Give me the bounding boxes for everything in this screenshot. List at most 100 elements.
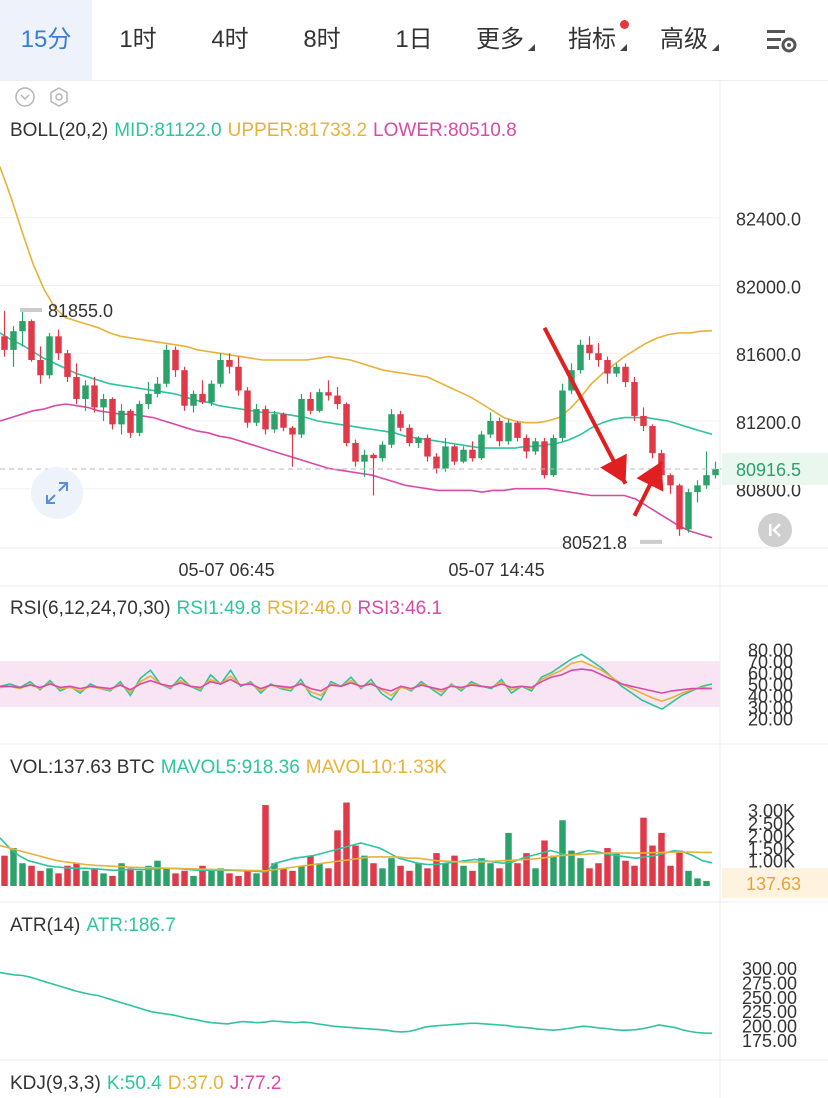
tab-15m[interactable]: 15分 xyxy=(0,0,92,80)
notification-badge-icon xyxy=(620,20,629,29)
candle-body-79 xyxy=(712,468,719,476)
kdj-k: K:50.4 xyxy=(106,1073,162,1094)
candle-body-6 xyxy=(55,336,62,354)
volume-bar-22 xyxy=(199,865,206,886)
tab-advanced[interactable]: 高级 xyxy=(660,26,708,53)
candle-body-25 xyxy=(226,360,233,367)
volume-bar-71 xyxy=(640,817,647,886)
vol-tick-label-3: 1.50K xyxy=(748,839,795,859)
mavol10-value: MAVOL10:1.33K xyxy=(305,757,447,778)
volume-bar-25 xyxy=(226,873,233,886)
boll-legend: BOLL(20,2) MID:81122.0 UPPER:81733.2 LOWER:… xyxy=(10,120,523,142)
atr-tick-label-0: 300.00 xyxy=(742,959,797,979)
candle-body-12 xyxy=(109,398,116,425)
volume-bar-27 xyxy=(244,870,251,886)
vol-tick-label-4: 1.00K xyxy=(748,852,795,872)
boll-mid: MID:81122.0 xyxy=(114,120,222,141)
volume-bar-78 xyxy=(703,880,710,886)
candle-body-21 xyxy=(190,393,197,406)
volume-bar-13 xyxy=(118,863,125,886)
volume-bar-74 xyxy=(667,865,674,886)
candle-body-78 xyxy=(703,475,710,486)
candle-body-35 xyxy=(316,392,323,411)
vol-legend: VOL:137.63 BTC MAVOL5:918.36 MAVOL10:1.33K xyxy=(10,757,453,779)
volume-bar-63 xyxy=(568,850,575,886)
candle-body-24 xyxy=(217,360,224,384)
candle-body-43 xyxy=(388,414,395,445)
boll-upper: UPPER:81733.2 xyxy=(227,120,368,141)
volume-bar-33 xyxy=(298,865,305,886)
candle-body-67 xyxy=(604,360,611,374)
volume-bar-5 xyxy=(46,868,53,886)
volume-bar-70 xyxy=(631,865,638,886)
vol-tick-label-0: 3.00K xyxy=(748,801,795,821)
atr-line xyxy=(0,971,713,1035)
tab-4h[interactable]: 4时 xyxy=(211,26,249,53)
rsi-tick-label-3: 50.00 xyxy=(748,675,793,695)
volume-bar-3 xyxy=(28,865,35,886)
chevron-circle-icon[interactable] xyxy=(14,86,36,108)
rsi-band-area xyxy=(0,661,720,707)
volume-bar-12 xyxy=(109,875,116,886)
rsi1-line xyxy=(0,653,713,711)
tab-indicators[interactable]: 指标 xyxy=(568,26,616,53)
expand-button[interactable] xyxy=(31,467,83,519)
candle-body-45 xyxy=(406,427,413,443)
kdj-name: KDJ(9,3,3) xyxy=(10,1073,101,1094)
candle-body-53 xyxy=(478,434,485,459)
current-price-tag-bg xyxy=(722,452,828,485)
volume-bar-39 xyxy=(352,845,359,886)
candle-body-39 xyxy=(352,442,359,462)
volume-bar-76 xyxy=(685,870,692,886)
kdj-d: D:37.0 xyxy=(167,1073,224,1094)
candle-body-75 xyxy=(676,485,683,530)
kdj-legend: KDJ(9,3,3) K:50.4 D:37.0 J:77.2 xyxy=(10,1073,288,1095)
volume-bar-66 xyxy=(595,863,602,886)
volume-bar-23 xyxy=(208,870,215,886)
tab-more[interactable]: 更多 xyxy=(476,26,524,53)
atr-value: ATR:186.7 xyxy=(86,915,176,936)
price-tick-label-1: 82000.0 xyxy=(736,277,801,297)
volume-bar-26 xyxy=(235,875,242,886)
volume-bar-8 xyxy=(73,863,80,886)
scroll-to-latest-button[interactable] xyxy=(758,513,792,547)
candle-body-1 xyxy=(10,331,17,350)
candle-body-59 xyxy=(532,441,539,452)
volume-bar-32 xyxy=(289,870,296,886)
volume-bar-38 xyxy=(343,802,350,886)
dropdown-advanced-icon xyxy=(712,44,719,51)
candle-body-42 xyxy=(379,444,386,459)
volume-bar-53 xyxy=(478,858,485,886)
rsi-tick-label-4: 40.00 xyxy=(748,686,793,706)
volume-bar-40 xyxy=(361,855,368,886)
volume-bar-24 xyxy=(217,868,224,886)
volume-bar-19 xyxy=(172,873,179,886)
rsi-tick-label-1: 70.00 xyxy=(748,652,793,672)
hex-gear-icon[interactable] xyxy=(48,86,70,108)
candle-body-66 xyxy=(595,353,602,361)
volume-bar-64 xyxy=(577,858,584,886)
candle-body-38 xyxy=(343,404,350,443)
volume-bar-51 xyxy=(460,865,467,886)
volume-bar-65 xyxy=(586,868,593,886)
candle-body-47 xyxy=(424,437,431,457)
vol-current-label: 137.63 xyxy=(746,874,801,894)
dropdown-indicators-icon xyxy=(620,44,627,51)
candle-body-77 xyxy=(694,485,701,493)
rsi-tick-label-0: 80.00 xyxy=(748,641,793,661)
volume-bar-49 xyxy=(442,863,449,886)
candle-body-72 xyxy=(649,426,656,454)
atr-tick-label-1: 275.00 xyxy=(742,973,797,993)
tab-8h[interactable]: 8时 xyxy=(303,26,341,53)
candle-body-23 xyxy=(208,383,215,403)
min-price-label: 80521.8 xyxy=(562,533,627,553)
boll-upper-line xyxy=(0,166,713,424)
chart-settings-icon[interactable] xyxy=(760,20,800,60)
annotation-arrow-head-0 xyxy=(600,453,627,484)
tab-1d[interactable]: 1日 xyxy=(395,26,433,53)
volume-bar-57 xyxy=(514,863,521,886)
tab-1h[interactable]: 1时 xyxy=(119,26,157,53)
volume-bar-37 xyxy=(334,830,341,886)
volume-bar-55 xyxy=(496,868,503,886)
